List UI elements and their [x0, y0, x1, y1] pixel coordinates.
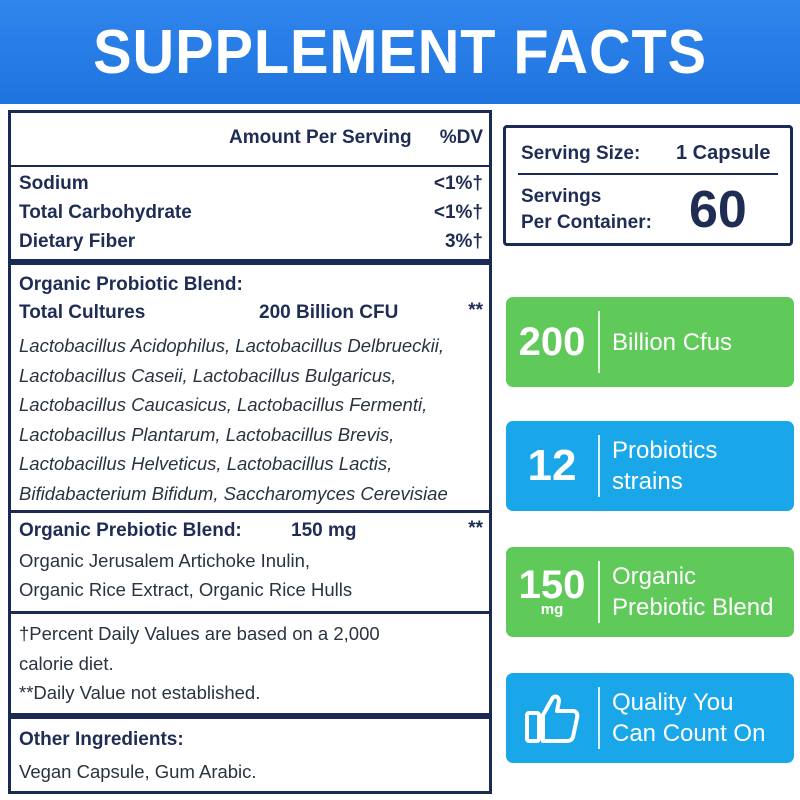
title-banner: SUPPLEMENT FACTS	[0, 0, 800, 104]
card-text-line: Organic	[612, 563, 697, 590]
card-text-line: Billion Cfus	[612, 328, 733, 356]
footnote-line: **Daily Value not established.	[19, 682, 261, 703]
prebiotic-blend-amount: 150 mg	[291, 520, 357, 541]
section-rule	[11, 713, 489, 719]
card-number: 200	[518, 319, 586, 364]
feature-card-cfu: 200 Billion Cfus	[506, 297, 794, 387]
card-text: Billion Cfus	[612, 327, 732, 358]
nutrient-dv: <1%†	[433, 202, 483, 223]
card-number-block: 150 mg	[506, 563, 598, 618]
prebiotic-blend-title: Organic Prebiotic Blend:	[19, 520, 242, 541]
strain-line: Bifidabacterium Bifidum, Saccharomyces C…	[19, 482, 448, 504]
card-divider	[598, 311, 600, 373]
prebiotic-blend-dv: **	[468, 518, 483, 539]
card-number: 12	[527, 441, 577, 490]
card-text-line: Can Count On	[612, 720, 766, 747]
servings-label-line: Per Container:	[521, 212, 652, 233]
total-cultures-label: Total Cultures	[19, 302, 146, 323]
card-text: Organic Prebiotic Blend	[612, 561, 773, 623]
section-rule	[11, 510, 489, 513]
total-cultures-amount: 200 Billion CFU	[259, 302, 399, 323]
serving-info-box: Serving Size: 1 Capsule Servings Per Con…	[503, 125, 793, 246]
feature-card-strains: 12 Probiotics strains	[506, 421, 794, 511]
card-text-line: Quality You	[612, 689, 734, 716]
footnote-line: †Percent Daily Values are based on a 2,0…	[19, 623, 380, 644]
serving-size-value: 1 Capsule	[676, 142, 771, 164]
card-text: Probiotics strains	[612, 435, 717, 497]
card-text: Quality You Can Count On	[612, 687, 765, 749]
strain-line: Lactobacillus Plantarum, Lactobacillus B…	[19, 423, 395, 445]
strain-line: Lactobacillus Caseii, Lactobacillus Bulg…	[19, 364, 397, 386]
strain-line: Lactobacillus Caucasicus, Lactobacillus …	[19, 394, 428, 416]
card-unit: mg	[540, 601, 564, 618]
other-ingredients-title: Other Ingredients:	[19, 729, 184, 750]
prebiotic-line: Organic Rice Extract, Organic Rice Hulls	[19, 579, 353, 600]
nutrient-dv: <1%†	[433, 173, 483, 194]
footnotes: †Percent Daily Values are based on a 2,0…	[19, 619, 380, 708]
servings-per-container-label: Servings Per Container:	[521, 184, 652, 236]
amount-per-serving-header: Amount Per Serving	[229, 127, 412, 148]
prebiotic-ingredient-list: Organic Jerusalem Artichoke Inulin, Orga…	[19, 546, 352, 604]
nutrient-dv: 3%†	[444, 231, 483, 252]
prebiotic-line: Organic Jerusalem Artichoke Inulin,	[19, 550, 310, 571]
probiotic-strain-list: Lactobacillus Acidophilus, Lactobacillus…	[19, 331, 448, 509]
feature-card-quality: Quality You Can Count On	[506, 673, 794, 763]
other-ingredients-text: Vegan Capsule, Gum Arabic.	[19, 761, 257, 782]
section-rule	[11, 611, 489, 614]
serving-divider	[518, 173, 778, 175]
card-divider	[598, 687, 600, 749]
header-rule	[11, 165, 489, 167]
card-text-line: Prebiotic Blend	[612, 594, 774, 621]
probiotic-blend-title: Organic Probiotic Blend:	[19, 274, 243, 295]
servings-per-container-value: 60	[689, 181, 747, 239]
supplement-facts-panel: Amount Per Serving %DV Sodium <1%† Total…	[8, 110, 492, 794]
card-divider	[598, 561, 600, 623]
card-number: 150	[518, 563, 586, 607]
nutrient-name: Total Carbohydrate	[19, 202, 192, 223]
thumbs-up-icon	[506, 693, 598, 743]
dv-header: %DV	[439, 127, 483, 148]
nutrient-name: Dietary Fiber	[19, 231, 136, 252]
total-cultures-dv: **	[468, 300, 483, 321]
card-text-line: strains	[612, 468, 683, 495]
footnote-line: calorie diet.	[19, 652, 114, 674]
card-divider	[598, 435, 600, 497]
nutrient-name: Sodium	[19, 173, 89, 194]
strain-line: Lactobacillus Acidophilus, Lactobacillus…	[19, 335, 445, 356]
card-text-line: Probiotics	[612, 437, 718, 464]
page-title: SUPPLEMENT FACTS	[93, 17, 707, 87]
strain-line: Lactobacillus Helveticus, Lactobacillus …	[19, 453, 393, 475]
feature-card-prebiotic: 150 mg Organic Prebiotic Blend	[506, 547, 794, 637]
section-rule	[11, 259, 489, 265]
serving-size-label: Serving Size:	[521, 143, 641, 164]
servings-label-line: Servings	[521, 186, 602, 207]
